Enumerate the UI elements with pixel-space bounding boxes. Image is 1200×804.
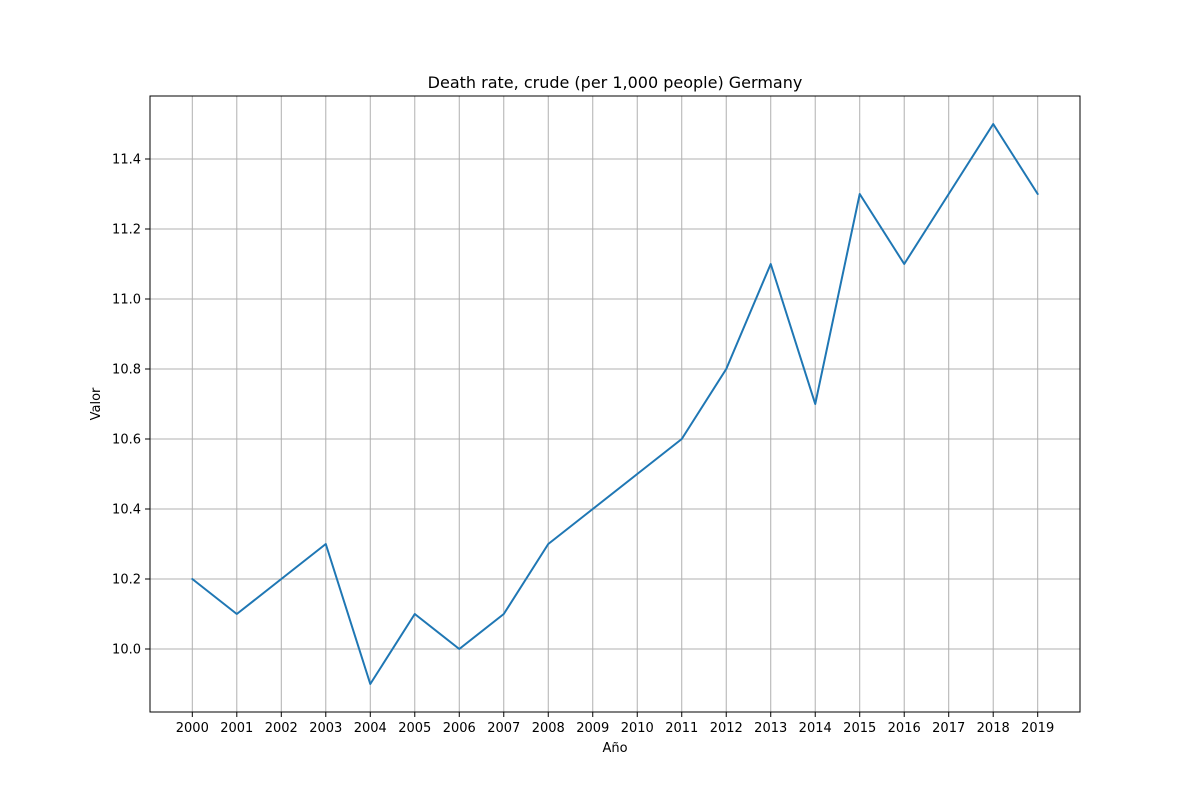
x-tick-label: 2015 — [843, 721, 876, 736]
grid — [150, 96, 1080, 712]
y-tick-label: 10.6 — [112, 433, 141, 448]
y-tick-label: 11.4 — [112, 153, 141, 168]
y-tick-label: 10.8 — [112, 363, 141, 378]
x-tick-label: 2009 — [576, 721, 609, 736]
x-tick-label: 2018 — [977, 721, 1010, 736]
x-tick-label: 2001 — [220, 721, 253, 736]
chart-title: Death rate, crude (per 1,000 people) Ger… — [428, 73, 803, 92]
x-tick-label: 2016 — [888, 721, 921, 736]
y-tick-label: 11.2 — [112, 223, 141, 238]
x-tick-label: 2010 — [621, 721, 654, 736]
series-layer — [191, 123, 1039, 685]
x-tick-label: 2008 — [532, 721, 565, 736]
x-tick-label: 2019 — [1021, 721, 1054, 736]
x-tick-label: 2004 — [354, 721, 387, 736]
x-axis-label: Año — [602, 741, 627, 756]
x-tick-label: 2000 — [176, 721, 209, 736]
x-tick-label: 2012 — [710, 721, 743, 736]
plot-area-frame — [149, 95, 1081, 713]
x-tick-label: 2013 — [754, 721, 787, 736]
y-tick-label: 11.0 — [112, 293, 141, 308]
x-tick-label: 2003 — [309, 721, 342, 736]
y-tick-label: 10.0 — [112, 643, 141, 658]
y-tick-label: 10.4 — [112, 503, 141, 518]
x-tick-label: 2002 — [265, 721, 298, 736]
x-tick-label: 2014 — [799, 721, 832, 736]
y-tick-label: 10.2 — [112, 573, 141, 588]
axis-ticks: 2000 2001 2002 2003 2004 2005 2006 2007 2008 2009… — [112, 153, 1054, 737]
series-line — [191, 123, 1039, 685]
x-tick-label: 2005 — [398, 721, 431, 736]
x-tick-label: 2017 — [932, 721, 965, 736]
x-tick-label: 2007 — [487, 721, 520, 736]
y-axis-label: Valor — [89, 387, 104, 420]
x-tick-label: 2006 — [443, 721, 476, 736]
x-tick-label: 2011 — [665, 721, 698, 736]
